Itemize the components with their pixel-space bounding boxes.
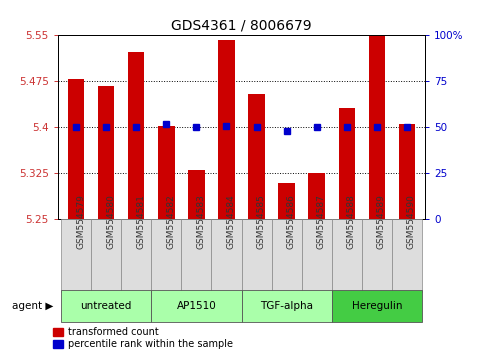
Text: GSM554590: GSM554590 <box>407 194 416 249</box>
Bar <box>332 290 422 322</box>
Text: GSM554586: GSM554586 <box>286 194 296 249</box>
Bar <box>218 40 235 219</box>
Bar <box>392 219 422 292</box>
Bar <box>242 219 271 292</box>
Text: GSM554589: GSM554589 <box>377 194 386 249</box>
Text: AP1510: AP1510 <box>176 301 216 311</box>
Bar <box>121 219 151 292</box>
Text: GSM554587: GSM554587 <box>317 194 326 249</box>
Bar <box>271 219 302 292</box>
Bar <box>242 290 332 322</box>
Text: TGF-alpha: TGF-alpha <box>260 301 313 311</box>
Bar <box>278 183 295 219</box>
Bar <box>362 219 392 292</box>
Bar <box>339 108 355 219</box>
Bar <box>68 79 85 219</box>
Bar <box>181 219 212 292</box>
Bar <box>61 219 91 292</box>
Bar <box>151 219 181 292</box>
Text: Heregulin: Heregulin <box>352 301 402 311</box>
Bar <box>98 86 114 219</box>
Bar <box>151 290 242 322</box>
Bar <box>158 126 174 219</box>
Bar <box>302 219 332 292</box>
Text: untreated: untreated <box>80 301 132 311</box>
Text: GSM554582: GSM554582 <box>166 194 175 249</box>
Text: GSM554581: GSM554581 <box>136 194 145 249</box>
Bar <box>61 290 151 322</box>
Text: GSM554584: GSM554584 <box>227 194 235 249</box>
Text: GSM554580: GSM554580 <box>106 194 115 249</box>
Legend: transformed count, percentile rank within the sample: transformed count, percentile rank withi… <box>53 327 233 349</box>
Text: GSM554588: GSM554588 <box>347 194 356 249</box>
Text: agent ▶: agent ▶ <box>12 301 53 311</box>
Text: GSM554583: GSM554583 <box>197 194 205 249</box>
Bar <box>212 219 242 292</box>
Bar <box>332 219 362 292</box>
Bar <box>248 94 265 219</box>
Text: GSM554579: GSM554579 <box>76 194 85 249</box>
Text: GSM554585: GSM554585 <box>256 194 266 249</box>
Title: GDS4361 / 8006679: GDS4361 / 8006679 <box>171 19 312 33</box>
Bar <box>128 52 144 219</box>
Bar <box>188 170 205 219</box>
Bar <box>398 124 415 219</box>
Bar <box>91 219 121 292</box>
Bar <box>369 34 385 219</box>
Bar <box>309 173 325 219</box>
